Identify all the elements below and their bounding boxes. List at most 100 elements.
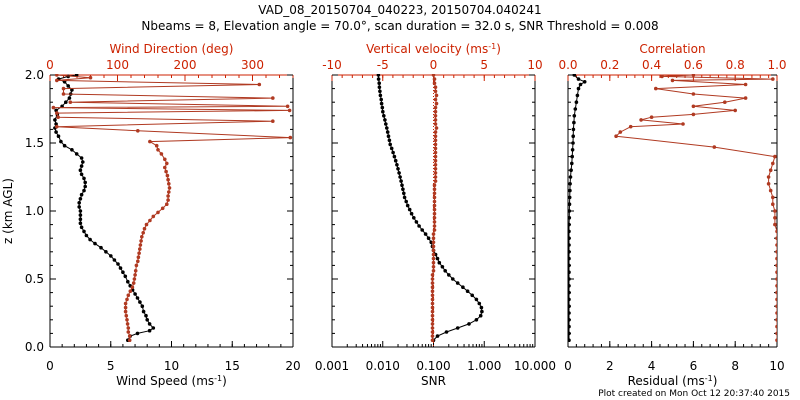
top-tick-label: 200 (174, 58, 197, 72)
top-tick-label: 0 (430, 58, 438, 72)
bottom-tick-label: 0.001 (315, 359, 349, 373)
data-point (167, 182, 171, 186)
data-point (112, 258, 117, 262)
data-point (433, 97, 438, 102)
data-point (432, 77, 437, 81)
data-point (433, 158, 438, 163)
top-tick-label: 0.8 (726, 58, 745, 72)
data-point (568, 209, 572, 213)
data-point (123, 274, 128, 279)
data-point (572, 120, 576, 125)
data-point (127, 338, 132, 343)
figure-title-line1: VAD_08_20150704_040223, 20150704.040241 (258, 3, 541, 17)
top-tick-label: 0 (46, 58, 54, 72)
top-tick-label: 1.0 (767, 58, 786, 72)
data-point (571, 134, 575, 138)
data-point (430, 301, 435, 306)
data-point (775, 318, 777, 322)
data-point (54, 122, 58, 126)
bottom-axis-label: SNR (421, 374, 446, 388)
data-point (379, 101, 384, 106)
bottom-tick-label: 15 (225, 359, 240, 373)
data-point (379, 97, 384, 102)
data-point (433, 154, 438, 159)
data-point (568, 311, 571, 315)
data-point (163, 165, 167, 170)
data-point (134, 263, 139, 268)
data-point (271, 119, 275, 123)
data-point (433, 142, 438, 147)
data-point (773, 222, 777, 227)
top-tick-label: -5 (377, 58, 389, 72)
top-axis-label: Correlation (639, 42, 705, 56)
data-point (123, 309, 128, 314)
data-point (141, 231, 145, 235)
data-point (124, 313, 129, 318)
data-point (639, 118, 643, 122)
data-point (78, 213, 83, 217)
data-point (775, 290, 777, 295)
data-point (376, 74, 381, 77)
data-point (431, 256, 436, 261)
data-point (126, 330, 131, 334)
data-point (775, 338, 777, 342)
data-point (743, 96, 748, 100)
y-tick-label: 0.0 (25, 340, 44, 354)
data-point (470, 293, 475, 298)
data-point (285, 104, 290, 109)
data-point (461, 285, 465, 290)
data-point (387, 138, 392, 143)
data-point (568, 331, 571, 336)
bottom-tick-label: 0.010 (366, 359, 400, 373)
top-tick-label: 10 (527, 58, 542, 72)
data-point (138, 300, 142, 304)
data-point (381, 109, 385, 114)
data-point (64, 100, 68, 104)
data-point (434, 126, 439, 130)
y-tick-label: 1.5 (25, 136, 44, 150)
data-point (432, 228, 437, 232)
bottom-tick-label: 6 (690, 359, 698, 373)
data-point (430, 289, 435, 294)
data-point (400, 183, 404, 187)
data-point (568, 256, 571, 261)
series-line (53, 74, 291, 341)
data-point (691, 104, 696, 109)
data-point (53, 118, 57, 122)
bottom-axis-label-sup: -1 (705, 374, 713, 383)
data-point (392, 154, 397, 159)
data-point (395, 163, 399, 167)
data-point (399, 179, 403, 183)
data-point (380, 105, 385, 110)
data-point (430, 322, 435, 326)
data-point (55, 111, 59, 115)
data-point (575, 93, 580, 98)
top-axis-label-text: Correlation (639, 42, 705, 56)
bottom-axis-label-tail: ) (222, 374, 227, 388)
data-point (775, 304, 777, 308)
data-point (571, 127, 576, 132)
data-point (654, 86, 658, 91)
data-point (384, 122, 388, 126)
y-axis-label: z (km AGL) (1, 178, 15, 244)
bottom-tick-label: 10.000 (514, 359, 556, 373)
data-point (568, 202, 572, 206)
bottom-tick-label: 4 (648, 359, 656, 373)
data-point (773, 209, 777, 213)
data-point (54, 108, 58, 113)
data-point (385, 126, 389, 130)
data-point (164, 169, 168, 174)
data-point (775, 277, 777, 281)
data-point (125, 322, 130, 326)
data-point (572, 74, 577, 77)
data-point (109, 254, 113, 258)
data-point (135, 296, 140, 300)
data-point (433, 130, 438, 134)
data-point (660, 74, 664, 79)
data-point (775, 250, 777, 254)
bottom-tick-label: 2 (606, 359, 614, 373)
data-point (771, 202, 775, 206)
data-point (78, 221, 83, 225)
data-point (432, 203, 437, 208)
bottom-axis-label: Wind Speed (ms-1) (116, 374, 227, 389)
